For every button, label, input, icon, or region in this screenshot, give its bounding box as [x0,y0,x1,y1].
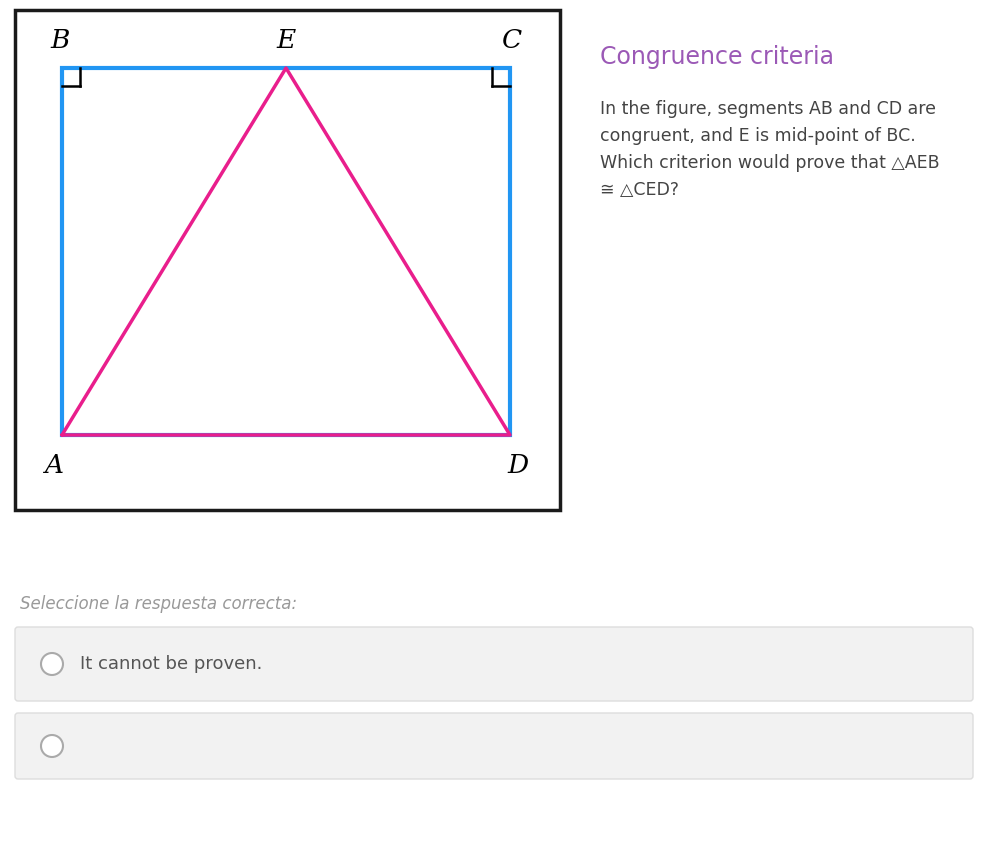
Text: C: C [502,27,522,52]
Bar [15,10,560,510]
Text: In the figure, segments AB and CD are
congruent, and E is mid-point of BC.
Which: In the figure, segments AB and CD are co… [600,100,940,199]
Text: D: D [508,453,529,478]
Text: Congruence criteria: Congruence criteria [600,45,834,69]
Text: It cannot be proven.: It cannot be proven. [80,655,263,673]
Text: B: B [50,27,70,52]
Text: A: A [44,453,63,478]
FancyBboxPatch shape [15,713,973,779]
FancyBboxPatch shape [15,627,973,701]
Circle shape [41,653,63,675]
Bar [62,68,510,435]
Circle shape [41,735,63,757]
Text: E: E [277,27,295,52]
Text: Seleccione la respuesta correcta:: Seleccione la respuesta correcta: [20,595,297,613]
